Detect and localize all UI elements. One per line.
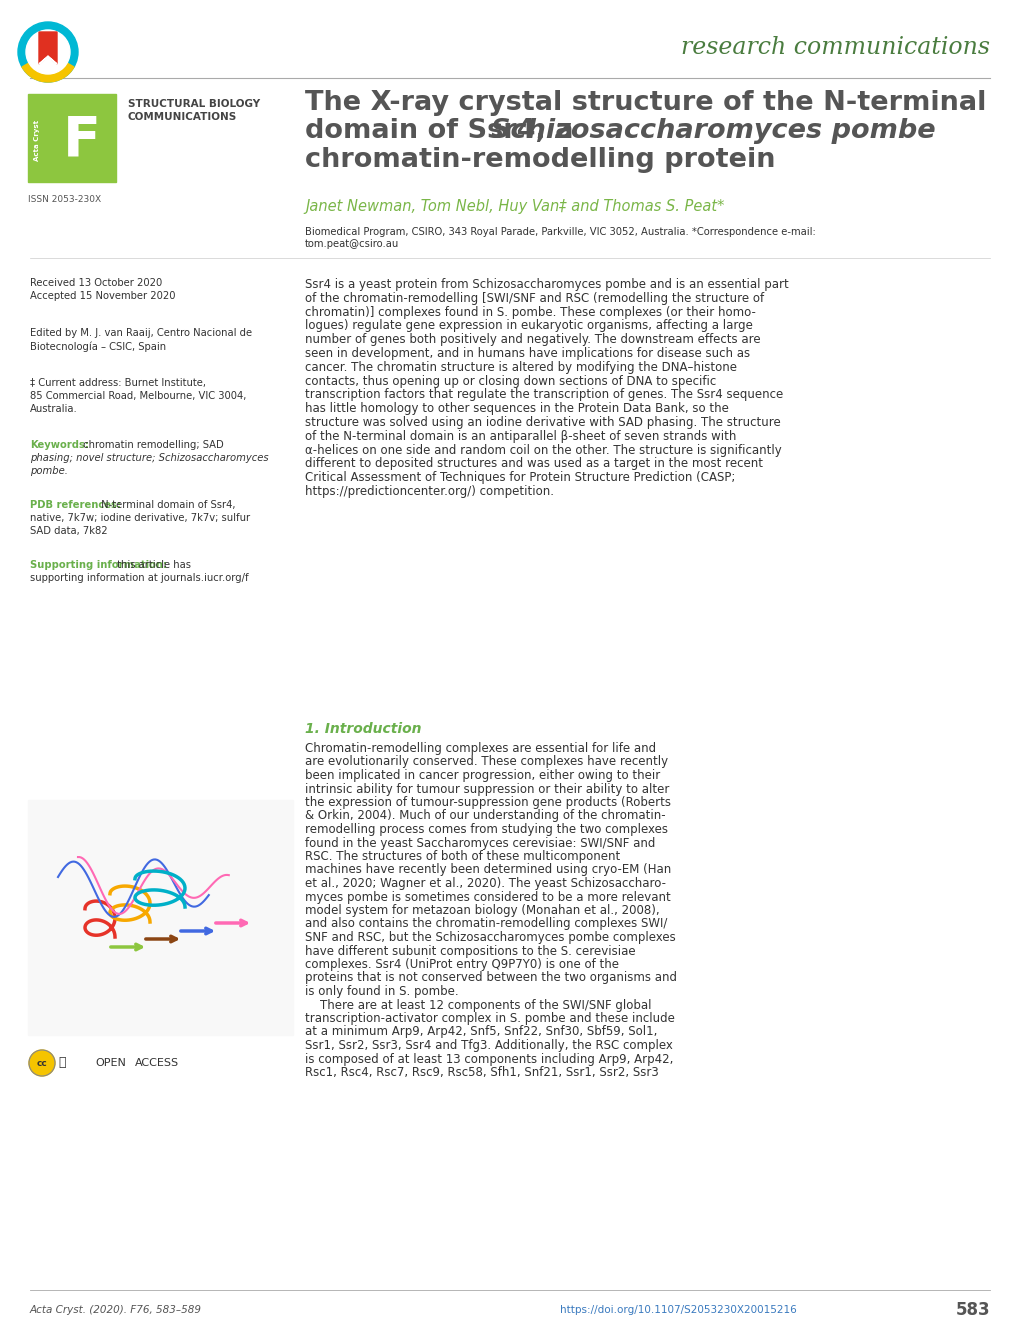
Text: There are at least 12 components of the SWI/SNF global: There are at least 12 components of the …	[305, 998, 651, 1011]
Text: https://doi.org/10.1107/S2053230X20015216: https://doi.org/10.1107/S2053230X2001521…	[559, 1304, 796, 1315]
Text: of the N-terminal domain is an antiparallel β-sheet of seven strands with: of the N-terminal domain is an antiparal…	[305, 430, 736, 443]
Text: is composed of at least 13 components including Arp9, Arp42,: is composed of at least 13 components in…	[305, 1052, 673, 1066]
Text: COMMUNICATIONS: COMMUNICATIONS	[127, 111, 237, 122]
Text: Rsc1, Rsc4, Rsc7, Rsc9, Rsc58, Sfh1, Snf21, Ssr1, Ssr2, Ssr3: Rsc1, Rsc4, Rsc7, Rsc9, Rsc58, Sfh1, Snf…	[305, 1066, 658, 1079]
Text: cancer. The chromatin structure is altered by modifying the DNA–histone: cancer. The chromatin structure is alter…	[305, 361, 737, 374]
Circle shape	[18, 23, 77, 82]
Text: contacts, thus opening up or closing down sections of DNA to specific: contacts, thus opening up or closing dow…	[305, 374, 715, 387]
Text: RSC. The structures of both of these multicomponent: RSC. The structures of both of these mul…	[305, 851, 620, 863]
Text: machines have recently been determined using cryo-EM (Han: machines have recently been determined u…	[305, 864, 671, 877]
Text: seen in development, and in humans have implications for disease such as: seen in development, and in humans have …	[305, 346, 749, 360]
Text: ISSN 2053-230X: ISSN 2053-230X	[28, 195, 101, 204]
Text: remodelling process comes from studying the two complexes: remodelling process comes from studying …	[305, 823, 667, 836]
Text: research communications: research communications	[681, 37, 989, 60]
Text: structure was solved using an iodine derivative with SAD phasing. The structure: structure was solved using an iodine der…	[305, 415, 780, 429]
Text: tom.peat@csiro.au: tom.peat@csiro.au	[305, 239, 398, 249]
Text: myces pombe is sometimes considered to be a more relevant: myces pombe is sometimes considered to b…	[305, 890, 671, 904]
Text: https://predictioncenter.org/) competition.: https://predictioncenter.org/) competiti…	[305, 484, 553, 498]
Text: Acta Cryst. (2020). F76, 583–589: Acta Cryst. (2020). F76, 583–589	[30, 1304, 202, 1315]
Text: complexes. Ssr4 (UniProt entry Q9P7Y0) is one of the: complexes. Ssr4 (UniProt entry Q9P7Y0) i…	[305, 958, 619, 971]
Text: Edited by M. J. van Raaij, Centro Nacional de: Edited by M. J. van Raaij, Centro Nacion…	[30, 328, 252, 338]
Text: Critical Assessment of Techniques for Protein Structure Prediction (CASP;: Critical Assessment of Techniques for Pr…	[305, 471, 735, 484]
Text: F: F	[63, 113, 101, 167]
Text: phasing; novel structure; Schizosaccharomyces: phasing; novel structure; Schizosaccharo…	[30, 453, 268, 463]
Text: Received 13 October 2020: Received 13 October 2020	[30, 277, 162, 288]
Text: Ssr4 is a yeast protein from Schizosaccharomyces pombe and is an essential part: Ssr4 is a yeast protein from Schizosacch…	[305, 277, 788, 291]
Text: the expression of tumour-suppression gene products (Roberts: the expression of tumour-suppression gen…	[305, 796, 671, 809]
Text: α-helices on one side and random coil on the other. The structure is significant: α-helices on one side and random coil on…	[305, 443, 781, 456]
Text: intrinsic ability for tumour suppression or their ability to alter: intrinsic ability for tumour suppression…	[305, 783, 668, 795]
Text: and also contains the chromatin-remodelling complexes SWI/: and also contains the chromatin-remodell…	[305, 917, 666, 930]
Text: Supporting information:: Supporting information:	[30, 560, 167, 571]
Text: Biomedical Program, CSIRO, 343 Royal Parade, Parkville, VIC 3052, Australia. *Co: Biomedical Program, CSIRO, 343 Royal Par…	[305, 227, 815, 238]
Text: Australia.: Australia.	[30, 403, 77, 414]
Text: Schizosaccharomyces pombe: Schizosaccharomyces pombe	[490, 118, 934, 145]
Text: have different subunit compositions to the S. cerevisiae: have different subunit compositions to t…	[305, 945, 635, 958]
Text: chromatin)] complexes found in S. pombe. These complexes (or their homo-: chromatin)] complexes found in S. pombe.…	[305, 305, 755, 318]
Text: Janet Newman, Tom Nebl, Huy Van‡ and Thomas S. Peat*: Janet Newman, Tom Nebl, Huy Van‡ and Tho…	[305, 199, 723, 215]
Bar	[28, 94, 116, 182]
Circle shape	[25, 31, 70, 74]
Text: found in the yeast Saccharomyces cerevisiae: SWI/SNF and: found in the yeast Saccharomyces cerevis…	[305, 836, 655, 849]
Text: chromatin-remodelling protein: chromatin-remodelling protein	[305, 147, 774, 173]
Text: The X-ray crystal structure of the N-terminal: The X-ray crystal structure of the N-ter…	[305, 90, 985, 115]
Text: are evolutionarily conserved. These complexes have recently: are evolutionarily conserved. These comp…	[305, 755, 667, 768]
Text: number of genes both positively and negatively. The downstream effects are: number of genes both positively and nega…	[305, 333, 760, 346]
Text: SNF and RSC, but the Schizosaccharomyces pombe complexes: SNF and RSC, but the Schizosaccharomyces…	[305, 932, 676, 943]
Text: transcription-activator complex in S. pombe and these include: transcription-activator complex in S. po…	[305, 1013, 675, 1024]
Text: ‡ Current address: Burnet Institute,: ‡ Current address: Burnet Institute,	[30, 378, 206, 387]
Text: 1. Introduction: 1. Introduction	[305, 722, 421, 736]
Bar	[28, 800, 292, 1035]
Text: this article has: this article has	[114, 560, 191, 571]
Text: STRUCTURAL BIOLOGY: STRUCTURAL BIOLOGY	[127, 100, 260, 109]
Text: different to deposited structures and was used as a target in the most recent: different to deposited structures and wa…	[305, 458, 762, 470]
Text: Acta Cryst: Acta Cryst	[34, 119, 40, 161]
Text: model system for metazoan biology (Monahan et al., 2008),: model system for metazoan biology (Monah…	[305, 904, 659, 917]
Polygon shape	[39, 32, 57, 64]
Text: et al., 2020; Wagner et al., 2020). The yeast Schizosaccharo-: et al., 2020; Wagner et al., 2020). The …	[305, 877, 665, 890]
Text: proteins that is not conserved between the two organisms and: proteins that is not conserved between t…	[305, 971, 677, 985]
Text: 🔓: 🔓	[58, 1056, 65, 1070]
Text: native, 7k7w; iodine derivative, 7k7v; sulfur: native, 7k7w; iodine derivative, 7k7v; s…	[30, 514, 250, 523]
Text: ACCESS: ACCESS	[135, 1058, 179, 1068]
Text: has little homology to other sequences in the Protein Data Bank, so the: has little homology to other sequences i…	[305, 402, 729, 415]
Text: SAD data, 7k82: SAD data, 7k82	[30, 525, 108, 536]
Text: PDB references:: PDB references:	[30, 500, 121, 510]
Text: Biotecnología – CSIC, Spain: Biotecnología – CSIC, Spain	[30, 341, 166, 352]
Text: Accepted 15 November 2020: Accepted 15 November 2020	[30, 291, 175, 301]
Text: Ssr1, Ssr2, Ssr3, Ssr4 and Tfg3. Additionally, the RSC complex: Ssr1, Ssr2, Ssr3, Ssr4 and Tfg3. Additio…	[305, 1039, 673, 1052]
Text: 85 Commercial Road, Melbourne, VIC 3004,: 85 Commercial Road, Melbourne, VIC 3004,	[30, 391, 247, 401]
Text: domain of Ssr4, a: domain of Ssr4, a	[305, 118, 583, 145]
Text: cc: cc	[37, 1059, 47, 1067]
Text: at a minimum Arp9, Arp42, Snf5, Snf22, Snf30, Sbf59, Sol1,: at a minimum Arp9, Arp42, Snf5, Snf22, S…	[305, 1026, 656, 1039]
Text: supporting information at journals.iucr.org/f: supporting information at journals.iucr.…	[30, 573, 249, 583]
Circle shape	[29, 1050, 55, 1076]
Wedge shape	[22, 52, 74, 82]
Text: transcription factors that regulate the transcription of genes. The Ssr4 sequenc: transcription factors that regulate the …	[305, 389, 783, 401]
Text: OPEN: OPEN	[95, 1058, 125, 1068]
Text: been implicated in cancer progression, either owing to their: been implicated in cancer progression, e…	[305, 770, 659, 782]
Text: Chromatin-remodelling complexes are essential for life and: Chromatin-remodelling complexes are esse…	[305, 742, 655, 755]
Text: is only found in S. pombe.: is only found in S. pombe.	[305, 985, 459, 998]
Text: of the chromatin-remodelling [SWI/SNF and RSC (remodelling the structure of: of the chromatin-remodelling [SWI/SNF an…	[305, 292, 763, 305]
Text: logues) regulate gene expression in eukaryotic organisms, affecting a large: logues) regulate gene expression in euka…	[305, 320, 752, 332]
Text: Keywords:: Keywords:	[30, 441, 89, 450]
Text: chromatin remodelling; SAD: chromatin remodelling; SAD	[79, 441, 223, 450]
Text: & Orkin, 2004). Much of our understanding of the chromatin-: & Orkin, 2004). Much of our understandin…	[305, 809, 665, 823]
Text: N-terminal domain of Ssr4,: N-terminal domain of Ssr4,	[98, 500, 235, 510]
Polygon shape	[39, 56, 57, 64]
Text: pombe.: pombe.	[30, 466, 68, 476]
Text: 583: 583	[955, 1300, 989, 1319]
